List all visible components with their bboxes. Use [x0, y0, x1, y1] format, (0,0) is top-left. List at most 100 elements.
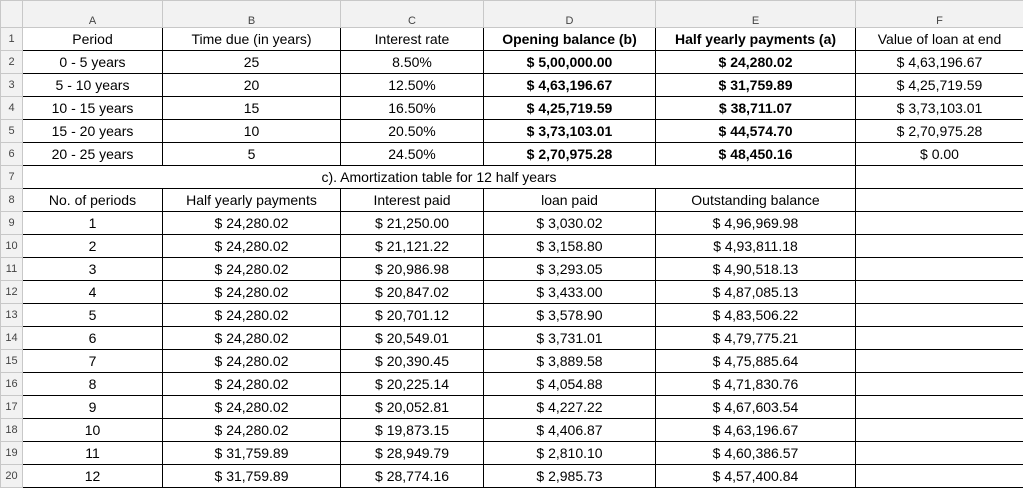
row-number: 4: [0, 96, 23, 120]
header-cell: Outstanding balance: [655, 188, 856, 212]
header-cell: Interest rate: [340, 27, 484, 51]
cell: 5 - 10 years: [22, 73, 163, 97]
cell: 20: [162, 73, 341, 97]
cell: $ 3,73,103.01: [855, 96, 1023, 120]
row-number: 20: [0, 464, 23, 488]
header-cell: Half yearly payments: [162, 188, 341, 212]
cell: $ 0.00: [855, 142, 1023, 166]
cell: 0 - 5 years: [22, 50, 163, 74]
cell: $ 4,63,196.67: [655, 418, 856, 442]
row: 19 11 $ 31,759.89 $ 28,949.79 $ 2,810.10 $ 4,…: [0, 441, 1023, 465]
cell: $ 3,293.05: [483, 257, 656, 281]
cell: $ 24,280.02: [162, 395, 341, 419]
cell: $ 4,63,196.67: [483, 73, 656, 97]
cell: $ 44,574.70: [655, 119, 856, 143]
header-cell: Opening balance (b): [483, 27, 656, 51]
empty-cell: [855, 165, 1023, 189]
corner: [0, 0, 23, 28]
row-number: 17: [0, 395, 23, 419]
cell: $ 3,578.90: [483, 303, 656, 327]
cell: $ 4,93,811.18: [655, 234, 856, 258]
cell: 10 - 15 years: [22, 96, 163, 120]
row: 6 20 - 25 years 5 24.50% $ 2,70,975.28 $ 48,4…: [0, 142, 1023, 166]
header-cell: loan paid: [483, 188, 656, 212]
row-number: 7: [0, 165, 23, 189]
cell: $ 4,25,719.59: [855, 73, 1023, 97]
cell: 3: [22, 257, 163, 281]
header-cell: Period: [22, 27, 163, 51]
cell: 10: [162, 119, 341, 143]
cell: $ 24,280.02: [162, 326, 341, 350]
header-cell: Time due (in years): [162, 27, 341, 51]
cell: $ 4,406.87: [483, 418, 656, 442]
row: 10 2 $ 24,280.02 $ 21,121.22 $ 3,158.80 $ 4,9…: [0, 234, 1023, 258]
section-title: c). Amortization table for 12 half years: [22, 165, 856, 189]
cell: 16.50%: [340, 96, 484, 120]
row-number: 9: [0, 211, 23, 235]
empty-cell: [855, 280, 1023, 304]
cell: $ 20,847.02: [340, 280, 484, 304]
cell: 15: [162, 96, 341, 120]
row: 4 10 - 15 years 15 16.50% $ 4,25,719.59 $ 38,…: [0, 96, 1023, 120]
row: 17 9 $ 24,280.02 $ 20,052.81 $ 4,227.22 $ 4,6…: [0, 395, 1023, 419]
cell: $ 4,054.88: [483, 372, 656, 396]
row: 1 Period Time due (in years) Interest rate O…: [0, 27, 1023, 51]
row-number: 10: [0, 234, 23, 258]
cell: $ 2,70,975.28: [483, 142, 656, 166]
row-number: 14: [0, 326, 23, 350]
cell: $ 3,73,103.01: [483, 119, 656, 143]
row-number: 19: [0, 441, 23, 465]
row-number: 8: [0, 188, 23, 212]
row: 20 12 $ 31,759.89 $ 28,774.16 $ 2,985.73 $ 4,…: [0, 464, 1023, 488]
cell: 20 - 25 years: [22, 142, 163, 166]
row-number: 5: [0, 119, 23, 143]
header-cell: Half yearly payments (a): [655, 27, 856, 51]
row: 14 6 $ 24,280.02 $ 20,549.01 $ 3,731.01 $ 4,7…: [0, 326, 1023, 350]
row: 13 5 $ 24,280.02 $ 20,701.12 $ 3,578.90 $ 4,8…: [0, 303, 1023, 327]
cell: 25: [162, 50, 341, 74]
empty-cell: [855, 418, 1023, 442]
cell: 10: [22, 418, 163, 442]
cell: $ 4,71,830.76: [655, 372, 856, 396]
cell: 1: [22, 211, 163, 235]
empty-cell: [855, 395, 1023, 419]
cell: $ 24,280.02: [655, 50, 856, 74]
cell: 6: [22, 326, 163, 350]
cell: $ 5,00,000.00: [483, 50, 656, 74]
cell: $ 4,227.22: [483, 395, 656, 419]
row-number: 16: [0, 372, 23, 396]
column-header: B: [162, 0, 341, 28]
cell: $ 4,25,719.59: [483, 96, 656, 120]
row: 8 No. of periods Half yearly payments Inter…: [0, 188, 1023, 212]
header-cell: Value of loan at end: [855, 27, 1023, 51]
cell: $ 3,433.00: [483, 280, 656, 304]
cell: 9: [22, 395, 163, 419]
row: 18 10 $ 24,280.02 $ 19,873.15 $ 4,406.87 $ 4,…: [0, 418, 1023, 442]
cell: $ 20,701.12: [340, 303, 484, 327]
cell: $ 4,87,085.13: [655, 280, 856, 304]
cell: $ 28,949.79: [340, 441, 484, 465]
row-number: 1: [0, 27, 23, 51]
cell: $ 20,986.98: [340, 257, 484, 281]
empty-cell: [855, 234, 1023, 258]
empty-cell: [855, 303, 1023, 327]
cell: $ 21,121.22: [340, 234, 484, 258]
column-header: C: [340, 0, 484, 28]
empty-cell: [855, 441, 1023, 465]
cell: $ 4,83,506.22: [655, 303, 856, 327]
cell: $ 3,158.80: [483, 234, 656, 258]
column-header: F: [855, 0, 1023, 28]
header-cell: No. of periods: [22, 188, 163, 212]
cell: $ 3,030.02: [483, 211, 656, 235]
row: 5 15 - 20 years 10 20.50% $ 3,73,103.01 $ 44,…: [0, 119, 1023, 143]
empty-cell: [855, 188, 1023, 212]
column-header: D: [483, 0, 656, 28]
cell: 24.50%: [340, 142, 484, 166]
cell: $ 48,450.16: [655, 142, 856, 166]
cell: 12.50%: [340, 73, 484, 97]
cell: $ 4,57,400.84: [655, 464, 856, 488]
cell: 8.50%: [340, 50, 484, 74]
